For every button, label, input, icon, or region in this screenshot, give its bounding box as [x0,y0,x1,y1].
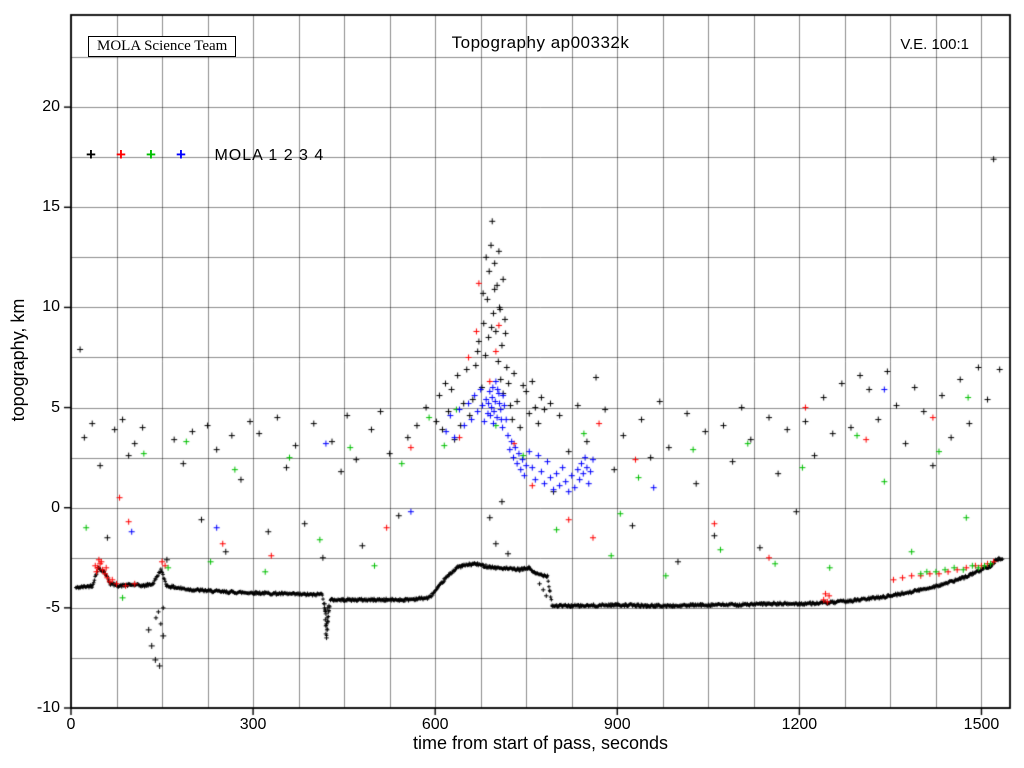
legend-marker-mola3: + [146,145,156,164]
x-tick-label: 0 [66,716,76,733]
legend-label: MOLA 1 2 3 4 [214,147,325,164]
vertical-exaggeration-label: V.E. 100:1 [900,36,969,53]
y-tick-label: 0 [51,498,60,516]
chart-title: Topography ap00332k [451,33,630,52]
legend: + + + + MOLA 1 2 3 4 [86,145,324,165]
credit-box: MOLA Science Team [88,36,237,57]
x-axis-title: time from start of pass, seconds [412,733,669,753]
legend-markers: + + + + [86,145,206,164]
legend-marker-mola4: + [176,145,186,164]
y-axis-title: topography, km [8,298,28,422]
y-tick-label: 15 [42,198,60,216]
x-tick-label: 300 [239,716,267,733]
x-tick-label: 900 [603,716,631,733]
y-tick-label: -10 [36,699,60,716]
y-tick-label: 5 [51,398,60,416]
legend-marker-mola2: + [116,145,126,164]
y-tick-label: 20 [42,98,60,116]
x-tick-label: 600 [421,716,449,733]
x-tick-label: 1200 [781,716,818,733]
x-tick-label: 1500 [963,716,1000,733]
y-tick-label: -5 [45,598,60,616]
legend-marker-mola1: + [86,145,96,164]
y-tick-label: 10 [42,298,60,316]
